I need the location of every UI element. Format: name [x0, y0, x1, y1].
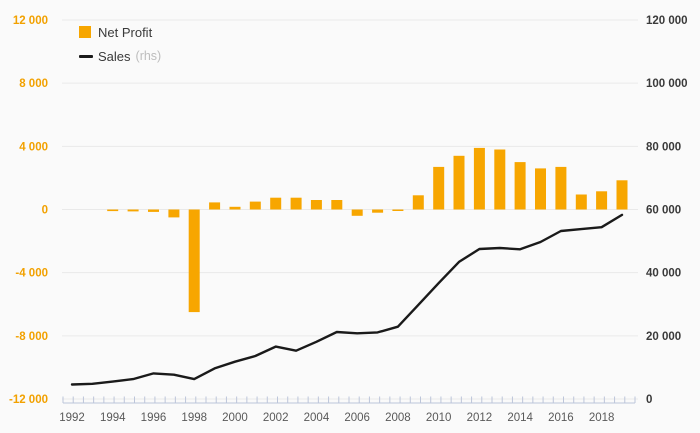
x-axis-year-label: 2016 [548, 412, 574, 424]
x-axis-year-label: 2000 [222, 412, 248, 424]
right-axis-tick-label: 0 [646, 394, 652, 406]
net-profit-bar [535, 168, 546, 210]
left-axis-tick-label: -4 000 [15, 268, 48, 280]
net-profit-bar [331, 200, 343, 210]
x-axis-year-label: 1998 [181, 412, 207, 424]
net-profit-bar [310, 200, 322, 210]
x-axis-year-label: 2014 [507, 412, 533, 424]
net-profit-bar [555, 166, 567, 210]
right-axis-tick-label: 120 000 [646, 15, 688, 27]
x-axis-year-label: 1994 [100, 412, 126, 424]
net-profit-bar [453, 155, 465, 210]
net-profit-bar [433, 166, 445, 210]
right-axis-tick-label: 60 000 [646, 205, 681, 217]
net-profit-bar [209, 202, 221, 210]
right-axis-tick-label: 40 000 [646, 268, 681, 280]
x-axis-year-label: 2012 [467, 412, 493, 424]
net-profit-bar [351, 209, 363, 216]
right-axis-tick-label: 100 000 [646, 78, 688, 90]
net-profit-bar [473, 147, 485, 210]
net-profit-bar [372, 209, 384, 213]
net-profit-bar [392, 209, 404, 211]
left-axis-tick-label: 4 000 [19, 141, 48, 153]
net-profit-bar [494, 149, 506, 210]
left-axis-tick-label: 8 000 [19, 78, 48, 90]
net-profit-bar [290, 197, 302, 210]
left-axis-tick-label: 0 [42, 205, 48, 217]
sales-line [70, 213, 624, 386]
right-axis-tick-label: 20 000 [646, 331, 681, 343]
x-axis-year-label: 2018 [589, 412, 615, 424]
net-profit-bar [514, 162, 526, 210]
net-profit-bar [249, 201, 261, 210]
net-profit-bar [188, 209, 200, 313]
net-profit-bar [412, 195, 424, 210]
right-axis-tick-label: 80 000 [646, 141, 681, 153]
left-axis-tick-label: -8 000 [15, 331, 48, 343]
left-axis-tick-label: 12 000 [13, 15, 48, 27]
net-profit-bar [107, 209, 119, 212]
net-profit-bar [127, 209, 139, 212]
x-axis-year-label: 2006 [344, 412, 370, 424]
net-profit-bar [168, 209, 180, 218]
x-axis-year-label: 1996 [141, 412, 167, 424]
x-axis-year-label: 2002 [263, 412, 289, 424]
left-axis-tick-label: -12 000 [9, 394, 48, 406]
x-axis-year-label: 1992 [59, 412, 85, 424]
net-profit-bar [229, 206, 241, 210]
net-profit-bar [616, 180, 628, 210]
x-axis-year-label: 2010 [426, 412, 452, 424]
net-profit-bar [270, 197, 282, 210]
net-profit-bar [596, 191, 608, 210]
net-profit-bar [148, 209, 159, 212]
net-profit-bar [575, 194, 587, 210]
x-axis-year-label: 2004 [304, 412, 330, 424]
x-axis-year-label: 2008 [385, 412, 411, 424]
